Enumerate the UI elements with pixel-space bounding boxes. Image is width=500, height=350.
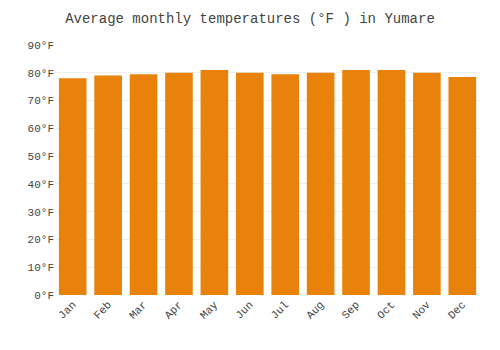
svg-text:0°F: 0°F xyxy=(34,290,54,302)
svg-text:Jun: Jun xyxy=(233,299,255,321)
svg-text:Jan: Jan xyxy=(56,299,78,321)
svg-text:Jul: Jul xyxy=(269,299,291,321)
svg-text:Aug: Aug xyxy=(304,299,326,321)
svg-text:80°F: 80°F xyxy=(28,68,54,80)
svg-text:10°F: 10°F xyxy=(28,262,54,274)
svg-text:Feb: Feb xyxy=(92,299,114,321)
svg-text:40°F: 40°F xyxy=(28,179,54,191)
svg-text:90°F: 90°F xyxy=(28,40,54,52)
svg-text:Nov: Nov xyxy=(410,299,433,322)
svg-text:Sep: Sep xyxy=(340,299,362,321)
svg-text:Average monthly temperatures (: Average monthly temperatures (°F ) in Yu… xyxy=(65,11,435,27)
svg-text:Oct: Oct xyxy=(375,299,397,321)
svg-text:May: May xyxy=(198,299,221,322)
svg-text:60°F: 60°F xyxy=(28,123,54,135)
svg-text:Dec: Dec xyxy=(446,299,468,321)
svg-text:Mar: Mar xyxy=(127,299,149,321)
svg-text:20°F: 20°F xyxy=(28,234,54,246)
svg-text:30°F: 30°F xyxy=(28,207,54,219)
svg-text:50°F: 50°F xyxy=(28,151,54,163)
svg-text:Apr: Apr xyxy=(162,299,184,321)
svg-text:70°F: 70°F xyxy=(28,95,54,107)
